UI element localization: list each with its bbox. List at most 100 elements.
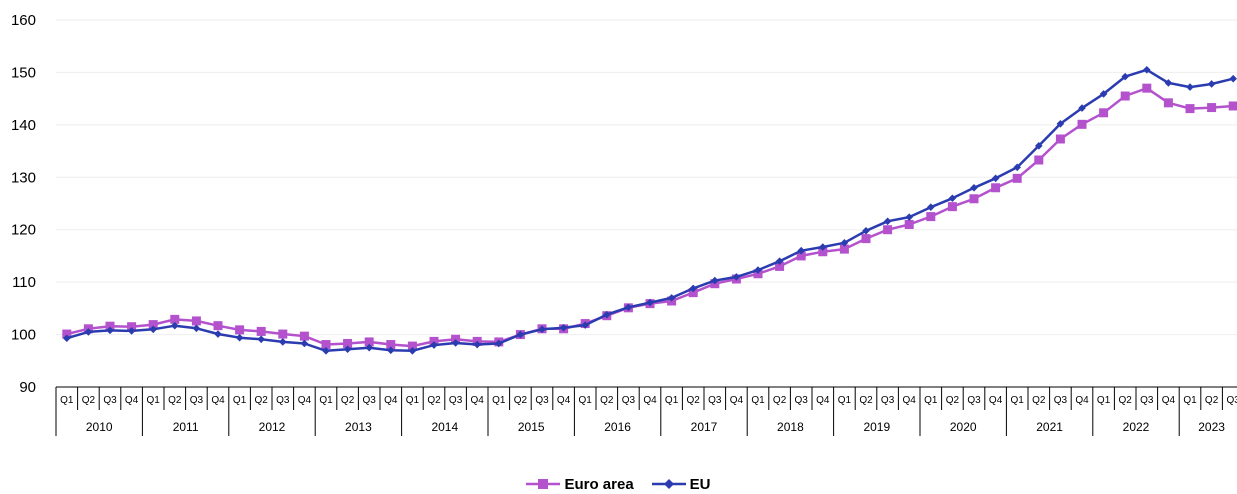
legend-label-eu: EU [689,475,711,493]
quarter-tick-label: Q1 [665,395,679,406]
legend-item-eu: EU [651,475,711,493]
data-point-eu [1013,163,1021,172]
data-point-euro-area [191,316,201,326]
data-point-eu [365,343,373,352]
data-point-euro-area [1055,134,1065,144]
quarter-tick-label: Q3 [967,395,981,406]
quarter-tick-label: Q3 [708,395,722,406]
data-point-euro-area [991,183,1001,193]
data-point-eu [970,183,978,192]
data-point-eu [1143,66,1151,74]
year-tick-label: 2017 [691,420,718,434]
year-tick-label: 2021 [1036,420,1063,434]
quarter-tick-label: Q4 [1162,395,1176,406]
y-tick-label: 120 [11,222,36,239]
data-point-eu [127,327,136,335]
year-tick-label: 2019 [863,420,890,434]
y-tick-label: 140 [11,117,36,134]
quarter-tick-label: Q2 [1205,395,1219,406]
data-point-eu [516,330,525,339]
data-point-eu [300,339,309,348]
data-point-euro-area [256,326,266,336]
y-tick-label: 130 [11,169,36,186]
quarter-tick-label: Q2 [341,395,355,406]
data-point-eu [1035,142,1043,150]
quarter-tick-label: Q3 [449,395,463,406]
year-tick-label: 2014 [431,420,458,434]
year-tick-label: 2018 [777,420,804,434]
y-axis: 90 100 110 120 130 140 150 160 [11,12,36,396]
data-point-eu [667,294,676,302]
data-point-euro-area [1012,173,1022,183]
euro-area-legend-marker [526,479,561,489]
data-point-euro-area [170,314,180,324]
data-point-eu [711,276,719,285]
data-point-euro-area [796,251,806,261]
data-point-euro-area [213,321,223,331]
data-point-euro-area [343,338,353,348]
data-point-euro-area [904,219,914,229]
legend-item-euro-area: Euro area [526,475,634,493]
y-tick-label: 90 [19,379,36,396]
quarter-tick-label: Q1 [1011,395,1025,406]
data-point-eu [1207,80,1216,88]
quarter-tick-label: Q3 [363,395,377,406]
data-point-eu [473,340,481,349]
data-point-eu [149,325,157,334]
data-point-eu [1229,74,1237,83]
year-tick-label: 2015 [518,420,545,434]
quarter-tick-label: Q3 [1227,395,1237,406]
data-point-euro-area [235,325,245,335]
quarter-tick-label: Q1 [579,395,593,406]
data-point-eu [581,321,589,329]
y-tick-label: 110 [12,274,36,291]
gridlines [56,19,1237,336]
data-point-eu [754,266,762,274]
data-point-euro-area [969,194,979,204]
data-point-eu [775,257,784,265]
year-tick-label: 2016 [604,420,631,434]
quarter-tick-label: Q1 [492,395,506,406]
year-tick-label: 2022 [1123,420,1150,434]
quarter-tick-label: Q3 [103,395,117,406]
quarter-tick-label: Q4 [557,395,571,406]
data-point-euro-area [321,340,331,350]
data-point-eu [732,273,741,281]
data-point-eu [322,347,330,355]
data-point-eu [495,339,503,348]
data-point-eu [408,347,417,355]
quarter-tick-label: Q1 [1183,395,1197,406]
data-point-eu [235,333,244,342]
quarter-tick-label: Q2 [773,395,787,406]
quarter-tick-label: Q1 [924,395,938,406]
quarter-tick-label: Q4 [730,395,744,406]
quarter-tick-label: Q2 [255,395,269,406]
quarter-tick-label: Q3 [881,395,895,406]
data-point-euro-area [1099,108,1109,118]
x-axis: Q1 Q2 Q3 Q4 Q1 Q2 Q3 Q4 Q1 Q2 Q3 Q4 Q1 Q2 Q3 Q4 Q1 Q2 Q3 Q4… [55,386,1237,436]
legend: Euro area EU [0,474,1237,494]
y-tick-label: 160 [11,12,36,29]
quarter-tick-label: Q3 [1054,395,1068,406]
data-point-eu [991,174,1000,183]
quarter-tick-label: Q2 [82,395,96,406]
data-point-euro-area [1185,104,1195,114]
data-point-euro-area [926,212,936,222]
quarter-tick-label: Q3 [1140,395,1154,406]
data-point-eu [646,298,654,307]
data-point-eu [538,325,546,334]
quarter-tick-label: Q2 [859,395,873,406]
year-tick-label: 2023 [1198,420,1225,434]
data-point-eu [948,194,957,203]
data-point-eu [689,284,697,293]
quarter-tick-label: Q2 [600,395,614,406]
quarter-tick-label: Q1 [751,395,765,406]
data-point-eu [63,334,71,343]
data-point-euro-area [1207,103,1217,113]
quarter-tick-label: Q2 [1032,395,1046,406]
data-point-eu [905,213,913,221]
legend-label-euro-area: Euro area [564,475,634,493]
data-point-eu [1186,83,1194,91]
data-point-eu [840,239,849,247]
